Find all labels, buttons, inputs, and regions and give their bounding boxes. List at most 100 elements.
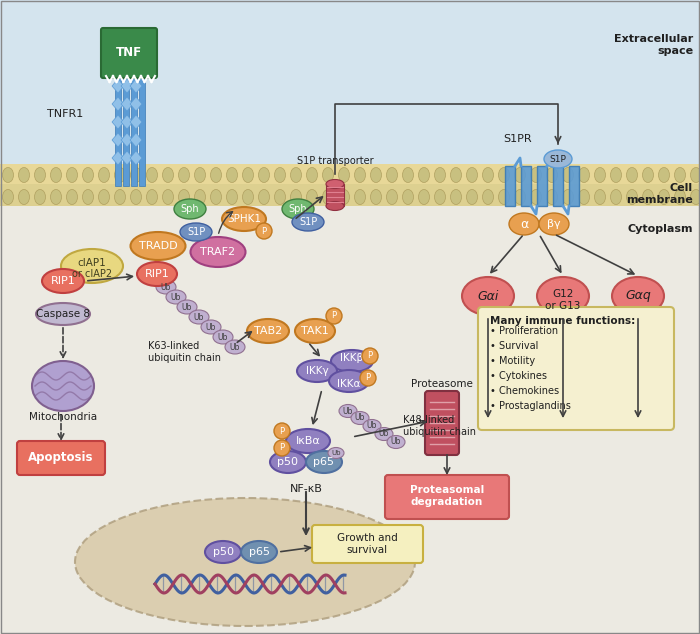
- Ellipse shape: [201, 320, 221, 334]
- Text: Ub: Ub: [161, 283, 172, 292]
- Ellipse shape: [130, 232, 186, 260]
- Ellipse shape: [594, 190, 606, 205]
- Ellipse shape: [292, 213, 324, 231]
- Bar: [123, 76, 129, 186]
- Text: S1P: S1P: [299, 217, 317, 227]
- Ellipse shape: [323, 190, 333, 205]
- Ellipse shape: [498, 190, 510, 205]
- Ellipse shape: [370, 167, 382, 183]
- Text: P: P: [279, 427, 285, 436]
- Text: TRAF2: TRAF2: [200, 247, 236, 257]
- Text: Ub: Ub: [182, 302, 192, 311]
- Polygon shape: [121, 133, 133, 147]
- Circle shape: [274, 423, 290, 439]
- Text: S1PR: S1PR: [504, 134, 532, 144]
- Ellipse shape: [166, 290, 186, 304]
- Ellipse shape: [514, 167, 526, 183]
- Text: G12
or G13: G12 or G13: [545, 289, 581, 311]
- Text: Gαq: Gαq: [625, 290, 651, 302]
- Ellipse shape: [115, 167, 125, 183]
- Ellipse shape: [307, 167, 318, 183]
- Ellipse shape: [211, 167, 221, 183]
- Text: Ub: Ub: [391, 437, 401, 446]
- Ellipse shape: [195, 190, 206, 205]
- Bar: [139, 76, 145, 186]
- Text: Cytoplasm: Cytoplasm: [627, 224, 693, 234]
- Ellipse shape: [306, 451, 342, 473]
- Ellipse shape: [451, 190, 461, 205]
- Ellipse shape: [675, 190, 685, 205]
- Ellipse shape: [211, 190, 221, 205]
- Ellipse shape: [227, 190, 237, 205]
- Text: K48-linked
ubiquitin chain: K48-linked ubiquitin chain: [403, 415, 476, 437]
- Ellipse shape: [213, 330, 233, 344]
- Bar: [505, 166, 515, 206]
- Ellipse shape: [115, 190, 125, 205]
- Text: SPHK1: SPHK1: [227, 214, 261, 224]
- FancyBboxPatch shape: [478, 307, 674, 430]
- Ellipse shape: [466, 190, 477, 205]
- Polygon shape: [112, 79, 124, 93]
- Ellipse shape: [270, 451, 306, 473]
- Ellipse shape: [75, 498, 415, 626]
- Ellipse shape: [375, 427, 393, 441]
- Text: Ub: Ub: [171, 292, 181, 302]
- Ellipse shape: [195, 167, 206, 183]
- Ellipse shape: [174, 199, 206, 219]
- Ellipse shape: [531, 190, 542, 205]
- Ellipse shape: [295, 319, 335, 343]
- Ellipse shape: [190, 237, 246, 267]
- Text: Proteasome: Proteasome: [411, 379, 473, 389]
- Bar: [537, 166, 547, 206]
- Ellipse shape: [247, 319, 289, 343]
- Ellipse shape: [290, 190, 302, 205]
- Ellipse shape: [297, 360, 337, 382]
- Ellipse shape: [146, 190, 158, 205]
- Ellipse shape: [578, 190, 589, 205]
- Ellipse shape: [594, 167, 606, 183]
- Ellipse shape: [328, 448, 344, 458]
- Bar: [0, 164, 700, 186]
- Text: TNF: TNF: [116, 46, 142, 58]
- Text: p65: p65: [314, 457, 335, 467]
- Circle shape: [360, 370, 376, 386]
- Text: cIAP1: cIAP1: [78, 258, 106, 268]
- Text: Ub: Ub: [230, 342, 240, 351]
- Text: RIP1: RIP1: [145, 269, 169, 279]
- Ellipse shape: [156, 280, 176, 294]
- Ellipse shape: [402, 167, 414, 183]
- FancyBboxPatch shape: [312, 525, 423, 563]
- Ellipse shape: [578, 167, 589, 183]
- Ellipse shape: [50, 167, 62, 183]
- Polygon shape: [112, 97, 124, 111]
- Text: Ub: Ub: [379, 429, 389, 439]
- Bar: [131, 76, 137, 186]
- Text: Extracellular
space: Extracellular space: [614, 34, 693, 56]
- Ellipse shape: [307, 190, 318, 205]
- Ellipse shape: [451, 167, 461, 183]
- Ellipse shape: [274, 190, 286, 205]
- Text: P: P: [331, 311, 337, 321]
- Ellipse shape: [329, 370, 369, 392]
- Ellipse shape: [386, 190, 398, 205]
- Ellipse shape: [643, 167, 654, 183]
- Ellipse shape: [419, 190, 430, 205]
- Ellipse shape: [643, 190, 654, 205]
- Polygon shape: [130, 151, 142, 165]
- Ellipse shape: [162, 167, 174, 183]
- Ellipse shape: [626, 190, 638, 205]
- Text: p50: p50: [213, 547, 234, 557]
- Ellipse shape: [363, 420, 381, 432]
- Ellipse shape: [351, 411, 369, 425]
- Ellipse shape: [180, 223, 212, 241]
- Ellipse shape: [177, 300, 197, 314]
- Text: Proteasomal
degradation: Proteasomal degradation: [410, 485, 484, 507]
- Ellipse shape: [83, 190, 94, 205]
- Ellipse shape: [659, 167, 669, 183]
- Ellipse shape: [462, 277, 514, 315]
- Bar: [0, 164, 700, 634]
- Text: βγ: βγ: [547, 219, 561, 229]
- Ellipse shape: [331, 350, 373, 372]
- Ellipse shape: [509, 213, 539, 235]
- Text: P: P: [365, 373, 370, 382]
